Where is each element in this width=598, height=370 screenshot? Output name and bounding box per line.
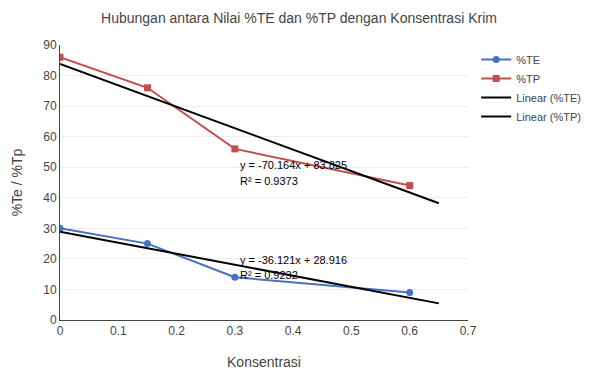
svg-text:0.1: 0.1 [110,324,127,338]
svg-text:Linear (%TP): Linear (%TP) [516,111,581,123]
svg-text:50: 50 [43,160,57,174]
svg-text:0.4: 0.4 [285,324,302,338]
svg-text:R² = 0.9373: R² = 0.9373 [240,175,298,187]
svg-text:y = -70.164x + 83.825: y = -70.164x + 83.825 [240,159,347,171]
svg-text:0.5: 0.5 [343,324,360,338]
svg-text:%Te / %Tp: %Te / %Tp [9,148,25,216]
svg-text:0.3: 0.3 [227,324,244,338]
svg-text:10: 10 [43,283,57,297]
svg-text:80: 80 [43,69,57,83]
svg-text:60: 60 [43,130,57,144]
svg-text:20: 20 [43,252,57,266]
svg-text:40: 40 [43,191,57,205]
svg-text:Konsentrasi: Konsentrasi [227,354,301,370]
svg-text:0: 0 [57,324,64,338]
svg-text:30: 30 [43,222,57,236]
svg-text:70: 70 [43,99,57,113]
svg-text:%TP: %TP [516,73,540,85]
svg-text:0.6: 0.6 [401,324,418,338]
svg-text:0.7: 0.7 [460,324,477,338]
svg-text:0: 0 [50,313,57,327]
svg-text:Linear (%TE): Linear (%TE) [516,92,581,104]
svg-text:R² = 0.9232: R² = 0.9232 [240,269,298,281]
svg-text:0.2: 0.2 [168,324,185,338]
svg-text:Hubungan antara Nilai %TE dan: Hubungan antara Nilai %TE dan %TP dengan… [101,10,497,26]
svg-text:90: 90 [43,38,57,52]
svg-text:y = -36.121x + 28.916: y = -36.121x + 28.916 [240,254,347,266]
svg-text:%TE: %TE [516,54,540,66]
